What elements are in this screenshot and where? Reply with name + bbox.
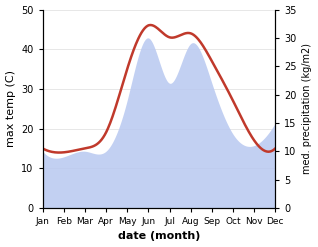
X-axis label: date (month): date (month) — [118, 231, 200, 242]
Y-axis label: max temp (C): max temp (C) — [5, 70, 16, 147]
Y-axis label: med. precipitation (kg/m2): med. precipitation (kg/m2) — [302, 43, 313, 174]
